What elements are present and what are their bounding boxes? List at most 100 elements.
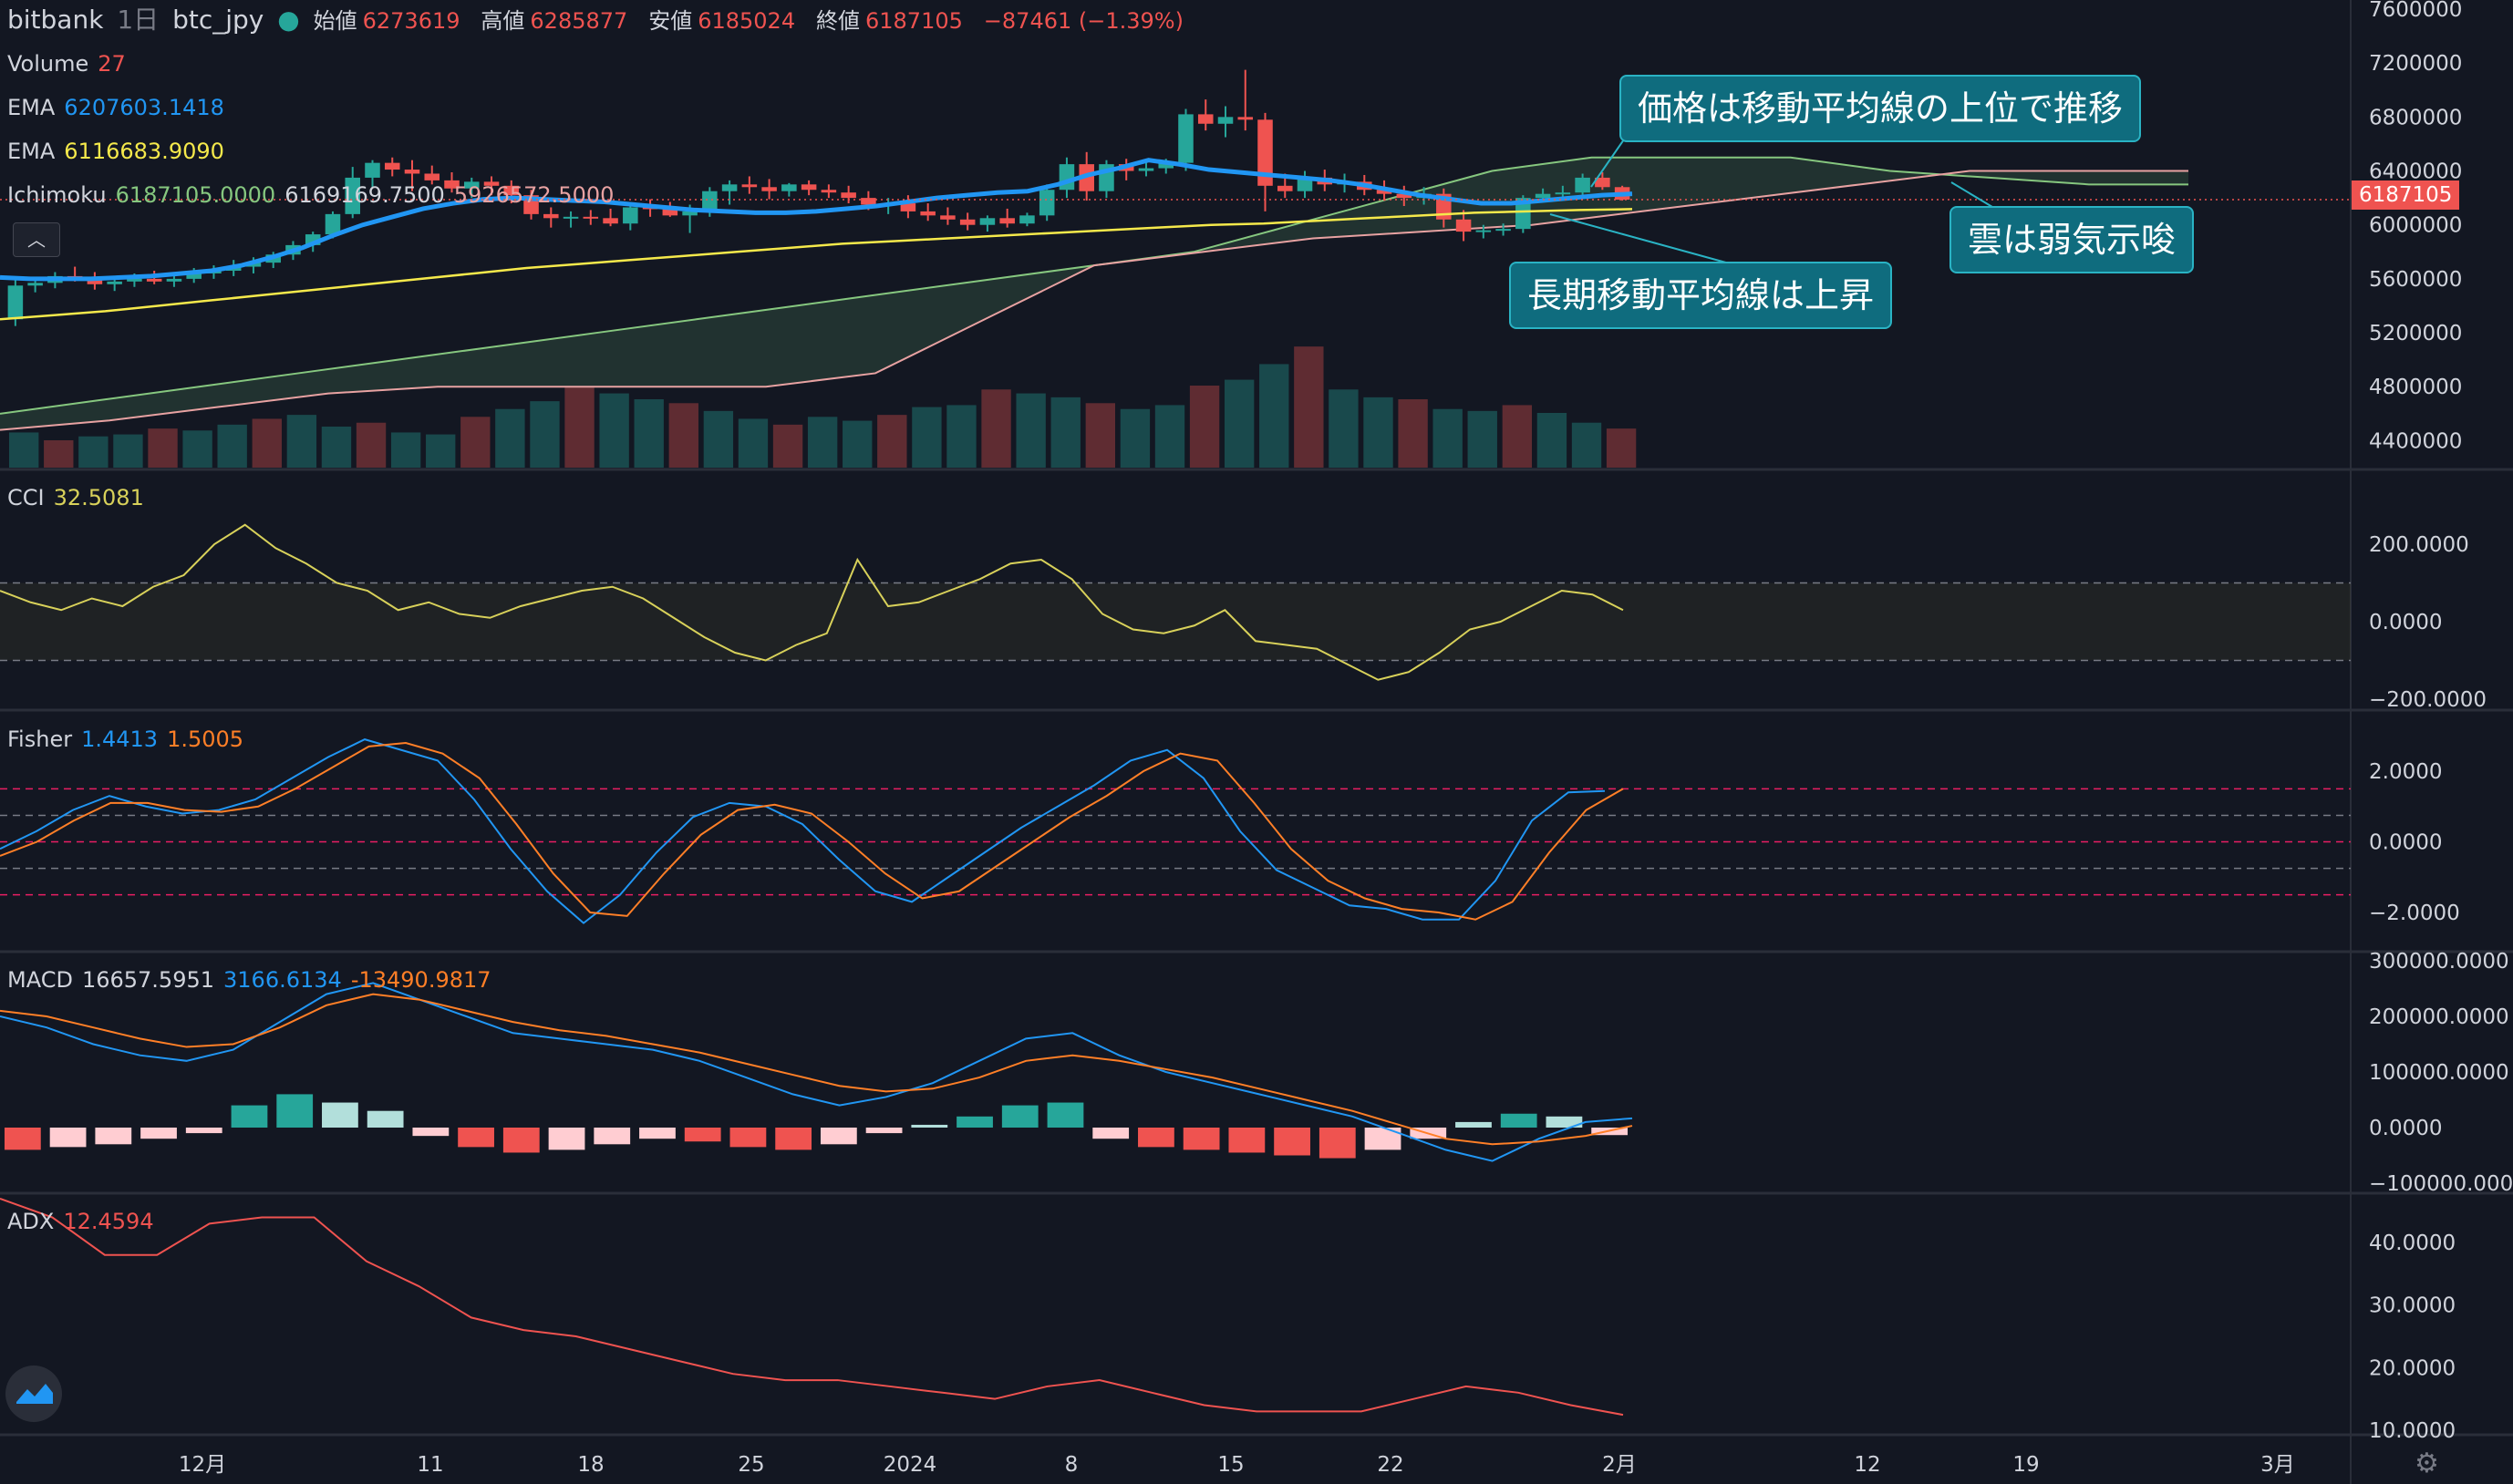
macd-histogram-bar [820,1128,857,1145]
volume-bar [912,407,942,468]
legend-ichimoku-v2: 6169169.7500 [284,182,445,208]
fisher-axis-tick-label: −2.0000 [2369,902,2460,925]
volume-bar [148,428,178,468]
candle-body [87,278,103,284]
candle-body [503,185,520,196]
cci-axis-tick-label: −200.0000 [2369,688,2487,712]
volume-bar [217,424,247,468]
macd-axis-tick-label: 200000.0000 [2369,1005,2509,1029]
ema-slow-line [0,208,1633,321]
volume-bar [1189,386,1220,468]
macd-signal-line [0,993,1633,1146]
candle-body [781,184,797,191]
legend-macd-v1: 16657.5951 [81,967,215,993]
x-axis-tick-label: 12月 [179,1453,226,1477]
x-axis-tick-label: 2024 [884,1453,937,1477]
x-axis-tick-label: 8 [1065,1453,1079,1477]
legend-volume-name: Volume [7,51,89,77]
candle-body [1197,114,1214,124]
gear-icon[interactable]: ⚙ [2415,1448,2439,1479]
volume-bar [530,401,560,468]
close-value: 6187105 [865,8,963,34]
candle-body [1595,177,1610,188]
symbol-header: bitbank 1日 btc_jpy ● 始値 6273619 高値 6285877… [7,2,1189,39]
price-axis-tick-label: 4800000 [2369,376,2462,399]
candle-body [1257,119,1273,186]
volume-bar [843,420,873,468]
candle-body [662,208,678,216]
collapse-legend-button[interactable]: ︿ [13,222,60,257]
chevron-up-icon: ︿ [27,229,46,251]
market-status-icon: ● [277,5,300,35]
volume-bar [321,427,352,468]
macd-histogram-bar [775,1128,812,1150]
low-value: 6185024 [698,8,796,34]
candle-body [1495,229,1511,232]
legend-cci-value: 32.5081 [53,485,144,510]
volume-bar [877,415,907,468]
legend-fisher[interactable]: Fisher 1.4413 1.5005 [7,725,253,754]
macd-histogram-bar [639,1128,676,1139]
legend-ema-fast-value: 6207603.1418 [64,95,224,120]
legend-fisher-name: Fisher [7,727,73,752]
candle-body [861,198,876,205]
candle-body [1515,198,1531,230]
volume-bar [981,389,1011,468]
candle-body [444,180,460,189]
symbol-name[interactable]: btc_jpy [172,5,264,35]
macd-histogram-bar [1455,1121,1492,1128]
candle-body [1217,117,1234,124]
x-axis-tick-label: 19 [2012,1453,2039,1477]
legend-ema-fast[interactable]: EMA 6207603.1418 [7,93,233,122]
legend-cci[interactable]: CCI 32.5081 [7,483,153,512]
cci-axis-tick-label: 200.0000 [2369,533,2469,557]
macd-histogram-bar [322,1102,358,1128]
volume-bar [1571,422,1602,468]
x-axis-tick-label: 15 [1217,1453,1244,1477]
macd-histogram-bar [1001,1105,1039,1128]
candle-body [245,263,262,267]
legend-macd[interactable]: MACD 16657.5951 3166.6134 -13490.9817 [7,965,501,994]
open-label: 始値 [313,8,357,34]
candle-body [702,191,718,211]
volume-bar [1050,397,1081,468]
volume-bar [113,434,143,468]
volume-bar [495,408,525,468]
candle-body [1376,190,1392,194]
legend-adx-name: ADX [7,1209,55,1234]
legend-fisher-v1: 1.4413 [81,727,159,752]
volume-bar [599,393,629,468]
macd-histogram-bar [1546,1116,1583,1128]
cci-axis-tick-label: 0.0000 [2369,611,2442,634]
volume-bar [807,417,838,468]
legend-volume[interactable]: Volume 27 [7,49,135,78]
legend-adx-value: 12.4594 [63,1209,154,1234]
tradingview-logo[interactable] [5,1365,62,1422]
legend-ema-slow[interactable]: EMA 6116683.9090 [7,137,233,166]
volume-bar [564,387,595,468]
x-axis-tick-label: 3月 [2260,1453,2295,1477]
legend-macd-name: MACD [7,967,73,993]
legend-ichimoku-name: Ichimoku [7,182,107,208]
candle-body [1297,177,1313,191]
volume-bar [772,424,803,468]
legend-ichimoku[interactable]: Ichimoku 6187105.0000 6169169.7500 5926572.… [7,180,623,210]
legend-adx[interactable]: ADX 12.4594 [7,1207,163,1236]
macd-histogram-bar [185,1128,222,1134]
candle-body [682,211,698,216]
price-axis-tick-label: 6000000 [2369,214,2462,238]
candle-body [1535,193,1551,199]
candle-body [1158,162,1174,169]
volume-bar [182,430,212,468]
price-axis-tick-label: 6800000 [2369,106,2462,129]
candle-body [979,218,996,225]
interval-label[interactable]: 1日 [117,5,160,35]
exchange-name[interactable]: bitbank [7,5,104,35]
cci-band [0,582,2351,661]
macd-histogram-bar [684,1128,721,1142]
macd-histogram-bar [231,1105,268,1128]
macd-histogram-bar [367,1110,404,1128]
candle-body [365,162,380,178]
candle-body [166,278,182,282]
